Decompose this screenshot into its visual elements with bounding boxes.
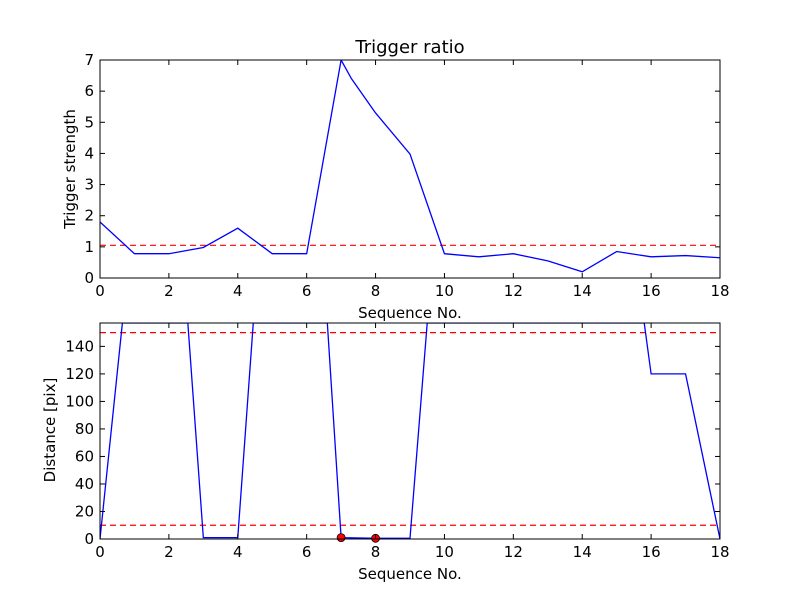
y-tick-label: 1 bbox=[84, 238, 94, 256]
y-tick-label: 140 bbox=[65, 337, 94, 355]
x-tick-label: 6 bbox=[302, 543, 312, 561]
x-tick-label: 0 bbox=[95, 543, 105, 561]
x-tick-label: 10 bbox=[435, 282, 454, 300]
x-axis-label: Sequence No. bbox=[358, 304, 462, 322]
axes-frame bbox=[99, 322, 721, 540]
y-tick-label: 120 bbox=[65, 365, 94, 383]
x-tick-label: 8 bbox=[371, 282, 381, 300]
x-tick-label: 16 bbox=[642, 543, 661, 561]
x-tick-label: 2 bbox=[164, 282, 174, 300]
x-tick-label: 14 bbox=[573, 543, 592, 561]
x-axis-label: Sequence No. bbox=[358, 565, 462, 583]
x-tick-label: 4 bbox=[233, 543, 243, 561]
y-axis-label: Trigger strength bbox=[61, 109, 79, 230]
y-tick-label: 2 bbox=[84, 207, 94, 225]
x-tick-label: 16 bbox=[642, 282, 661, 300]
data-point-marker-0 bbox=[336, 533, 346, 543]
y-tick-label: 100 bbox=[65, 392, 94, 410]
distance-plot: Sequence No. Distance [pix] 0 2 4 6 8 10 12 14 1… bbox=[41, 322, 730, 583]
y-tick-label: 4 bbox=[84, 144, 94, 162]
x-tick-label: 14 bbox=[573, 282, 592, 300]
trigger-ratio-plot: Trigger ratio Sequence No. Trigger stren… bbox=[61, 37, 730, 322]
y-axis-label: Distance [pix] bbox=[41, 378, 59, 483]
series-line-0 bbox=[100, 323, 720, 539]
y-tick-label: 3 bbox=[84, 176, 94, 194]
x-tick-label: 4 bbox=[233, 282, 243, 300]
x-tick-label: 10 bbox=[435, 543, 454, 561]
y-tick-label: 0 bbox=[84, 269, 94, 287]
axes-frame bbox=[99, 59, 721, 279]
y-tick-label: 80 bbox=[75, 420, 94, 438]
x-tick-label: 18 bbox=[710, 282, 729, 300]
y-tick-label: 60 bbox=[75, 447, 94, 465]
x-tick-label: 6 bbox=[302, 282, 312, 300]
x-tick-label: 12 bbox=[504, 543, 523, 561]
y-tick-label: 5 bbox=[84, 113, 94, 131]
y-tick-label: 7 bbox=[84, 51, 94, 69]
x-tick-label: 18 bbox=[710, 543, 729, 561]
series-line-0 bbox=[100, 60, 720, 273]
x-tick-label: 12 bbox=[504, 282, 523, 300]
y-tick-label: 6 bbox=[84, 82, 94, 100]
plot-area bbox=[100, 60, 720, 273]
x-tick-label: 8 bbox=[371, 543, 381, 561]
plot-area bbox=[100, 323, 720, 539]
chart-title: Trigger ratio bbox=[354, 37, 464, 58]
y-tick-label: 20 bbox=[75, 502, 94, 520]
y-tick-label: 0 bbox=[84, 530, 94, 548]
x-tick-label: 0 bbox=[95, 282, 105, 300]
x-tick-label: 2 bbox=[164, 543, 174, 561]
y-tick-label: 40 bbox=[75, 475, 94, 493]
